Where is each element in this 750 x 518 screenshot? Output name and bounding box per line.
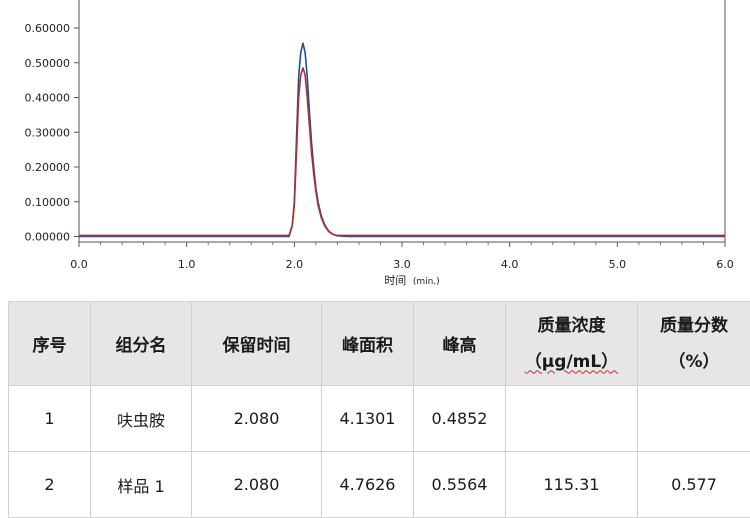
x-axis-label: 时间 (min.): [384, 274, 439, 287]
cell-mass-fraction: 0.577: [638, 452, 750, 518]
header-mass-fraction-label: 质量分数: [638, 313, 750, 339]
x-axis-ticks: 0.0 1.0 2.0 3.0 4.0 5.0 6.0: [70, 242, 734, 271]
header-mass-concentration: 质量浓度 （μg/mL）: [506, 302, 638, 386]
y-tick-label: 0.40000: [25, 92, 71, 105]
x-tick-label: 5.0: [609, 258, 627, 271]
cell-component: 呋虫胺: [91, 386, 192, 452]
series-line-2: [79, 68, 725, 236]
cell-component: 样品 1: [91, 452, 192, 518]
y-tick-label: 0.20000: [25, 161, 71, 174]
y-tick-label: 0.50000: [25, 57, 71, 70]
x-tick-label: 0.0: [70, 258, 88, 271]
x-tick-label: 6.0: [716, 258, 734, 271]
header-peak-area: 峰面积: [322, 302, 414, 386]
header-component: 组分名: [91, 302, 192, 386]
cell-peak-height: 0.5564: [414, 452, 506, 518]
header-mass-concentration-unit: （μg/mL）: [506, 349, 637, 375]
table-row: 2 样品 1 2.080 4.7626 0.5564 115.31 0.577: [9, 452, 750, 518]
x-tick-label: 3.0: [393, 258, 411, 271]
x-tick-label: 4.0: [501, 258, 519, 271]
cell-peak-area: 4.7626: [322, 452, 414, 518]
y-tick-label: 0.00000: [25, 231, 71, 244]
x-axis-label-text: 时间: [384, 274, 406, 287]
cell-index: 2: [9, 452, 91, 518]
header-retention-time: 保留时间: [192, 302, 322, 386]
table-header-row: 序号 组分名 保留时间 峰面积 峰高 质量浓度 （μg/mL） 质量分数 （%）: [9, 302, 750, 386]
y-tick-label: 0.30000: [25, 126, 71, 139]
cell-mass-fraction: [638, 386, 750, 452]
series-line-1: [79, 43, 725, 236]
cell-retention-time: 2.080: [192, 386, 322, 452]
chromatogram-chart: 0.00000 0.10000 0.20000 0.30000 0.40000 0.500…: [0, 0, 750, 295]
series-layer: [79, 43, 725, 236]
table-row: 1 呋虫胺 2.080 4.1301 0.4852: [9, 386, 750, 452]
x-axis-label-unit: (min.): [413, 277, 440, 287]
cell-retention-time: 2.080: [192, 452, 322, 518]
x-tick-label: 1.0: [178, 258, 196, 271]
header-peak-height: 峰高: [414, 302, 506, 386]
cell-index: 1: [9, 386, 91, 452]
x-tick-label: 2.0: [286, 258, 304, 271]
y-tick-label: 0.60000: [25, 22, 71, 35]
plot-frame: [79, 0, 725, 242]
header-index: 序号: [9, 302, 91, 386]
y-tick-label: 0.10000: [25, 196, 71, 209]
header-mass-concentration-label: 质量浓度: [506, 313, 637, 339]
cell-peak-height: 0.4852: [414, 386, 506, 452]
cell-mass-concentration: [506, 386, 638, 452]
header-mass-fraction-unit: （%）: [638, 349, 750, 375]
results-table: 序号 组分名 保留时间 峰面积 峰高 质量浓度 （μg/mL） 质量分数 （%）…: [8, 301, 750, 518]
cell-mass-concentration: 115.31: [506, 452, 638, 518]
cell-peak-area: 4.1301: [322, 386, 414, 452]
y-axis-ticks: 0.00000 0.10000 0.20000 0.30000 0.40000 0.500…: [25, 22, 80, 244]
header-mass-fraction: 质量分数 （%）: [638, 302, 750, 386]
